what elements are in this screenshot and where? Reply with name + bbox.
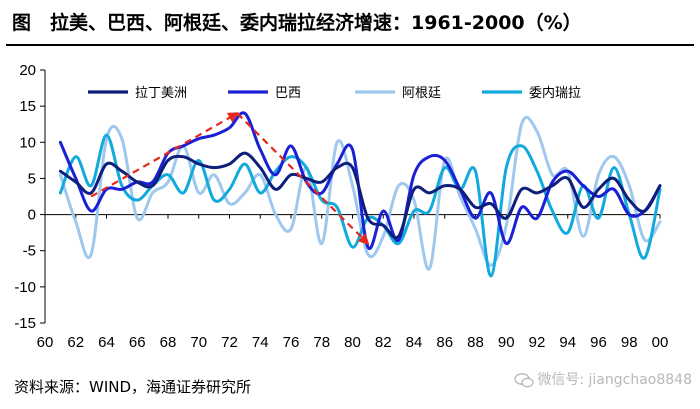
x-tick-label: 86 bbox=[436, 334, 453, 351]
y-tick-label: 5 bbox=[28, 170, 36, 187]
legend-label: 委内瑞拉 bbox=[529, 85, 581, 101]
x-tick-label: 78 bbox=[313, 334, 330, 351]
x-tick-label: 98 bbox=[621, 334, 638, 351]
y-tick-label: 0 bbox=[28, 207, 36, 224]
x-tick-label: 74 bbox=[252, 334, 269, 351]
x-tick-label: 96 bbox=[590, 334, 607, 351]
chart-title: 图 拉美、巴西、阿根廷、委内瑞拉经济增速：1961-2000（%） bbox=[12, 12, 582, 34]
x-tick-label: 00 bbox=[652, 334, 669, 351]
wechat-watermark: 微信号: jiangchao8848 bbox=[514, 368, 692, 392]
line-chart: -15 -10 -5 0 5 10 15 20 60 62 64 66 68 70 72 74 76 78 80 82… bbox=[14, 62, 669, 351]
wechat-icon bbox=[514, 372, 535, 387]
y-tick-label: -15 bbox=[14, 315, 36, 332]
y-tick-label: -10 bbox=[14, 279, 36, 296]
title-rule bbox=[6, 44, 694, 46]
y-tick-label: -5 bbox=[23, 243, 36, 260]
x-tick-label: 70 bbox=[190, 334, 207, 351]
x-tick-label: 66 bbox=[129, 334, 146, 351]
x-tick-label: 94 bbox=[559, 334, 576, 351]
trend-arrow bbox=[236, 112, 370, 246]
watermark-text: 微信号: jiangchao8848 bbox=[537, 372, 692, 388]
source-note: 资料来源：WIND，海通证券研究所 bbox=[14, 378, 252, 396]
x-tick-label: 90 bbox=[498, 334, 515, 351]
x-tick-label: 82 bbox=[375, 334, 392, 351]
x-tick-label: 68 bbox=[160, 334, 177, 351]
y-tick-label: 10 bbox=[19, 134, 36, 151]
legend-label: 阿根廷 bbox=[402, 86, 441, 101]
x-tick-label: 84 bbox=[406, 334, 423, 351]
x-tick-label: 80 bbox=[344, 334, 361, 351]
legend-label: 拉丁美洲 bbox=[135, 86, 187, 101]
trend-arrow bbox=[90, 112, 240, 198]
y-tick-label: 20 bbox=[19, 62, 36, 79]
x-tick-label: 88 bbox=[467, 334, 484, 351]
x-tick-label: 60 bbox=[37, 334, 54, 351]
series-line-0 bbox=[58, 151, 662, 240]
legend-label: 巴西 bbox=[275, 86, 301, 101]
x-tick-label: 92 bbox=[529, 334, 546, 351]
y-tick-label: 15 bbox=[19, 98, 36, 115]
x-tick-label: 64 bbox=[98, 334, 115, 351]
x-tick-label: 76 bbox=[283, 334, 300, 351]
x-tick-label: 62 bbox=[67, 334, 84, 351]
x-tick-label: 72 bbox=[221, 334, 238, 351]
series-line-1 bbox=[58, 111, 662, 251]
